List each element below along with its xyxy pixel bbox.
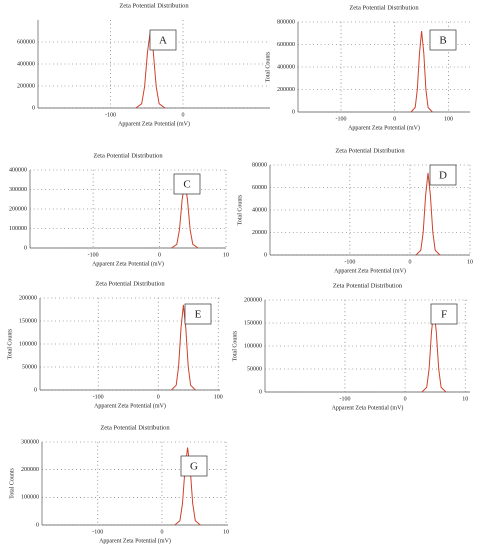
y-tick-label: 0 xyxy=(24,245,27,251)
x-tick-label: 0 xyxy=(160,529,163,535)
annotation: C xyxy=(183,179,190,191)
peak-line xyxy=(415,172,441,256)
annotation: B xyxy=(439,35,446,47)
y-axis-label: Total Counts xyxy=(237,194,243,225)
panel: Zeta Potential Distribution 0 100000 200000… xyxy=(9,424,229,544)
chart-title: Zeta Potential Distribution xyxy=(335,147,405,154)
x-tick-label: 10 xyxy=(223,529,229,535)
chart-title: Zeta Potential Distribution xyxy=(100,424,170,431)
x-tick-label: 100 xyxy=(444,116,453,122)
x-tick-label: 0 xyxy=(404,396,407,402)
x-tick-label: 0 xyxy=(408,259,411,265)
x-tick-label: -100 xyxy=(88,252,99,258)
y-tick-label: 60000 xyxy=(252,185,267,191)
annotation-box xyxy=(429,164,457,186)
annotation: G xyxy=(190,461,198,473)
annotation-box xyxy=(149,29,177,51)
annotation-box xyxy=(180,455,208,477)
y-tick-label: 400000 xyxy=(9,167,27,173)
x-axis-label: Apparent Zeta Potential (mV) xyxy=(348,124,420,131)
y-tick-label: 300000 xyxy=(9,187,27,193)
chart-title: Zeta Potential Distribution xyxy=(119,2,189,9)
x-axis-label: Apparent Zeta Potential (mV) xyxy=(92,260,164,267)
y-axis-label: Total Counts xyxy=(232,330,238,361)
x-axis-label: Apparent Zeta Potential (mV) xyxy=(118,120,190,127)
y-tick-label: 200000 xyxy=(19,295,37,301)
panel: Zeta Potential Distribution 0 200000 400000… xyxy=(265,4,470,131)
y-tick-label: 0 xyxy=(292,109,295,115)
y-tick-label: 200000 xyxy=(21,467,39,473)
y-tick-label: 50000 xyxy=(247,366,262,372)
x-tick-label: 0 xyxy=(157,394,160,400)
y-tick-label: 600000 xyxy=(277,42,295,48)
peak-line xyxy=(174,447,201,526)
y-tick-label: 800000 xyxy=(277,19,295,25)
annotation: E xyxy=(195,309,202,321)
y-tick-label: 100000 xyxy=(9,226,27,232)
panel: Zeta Potential Distribution 0 50000 100000 1… xyxy=(7,280,222,409)
y-tick-label: 600000 xyxy=(17,39,35,45)
panel: Zeta Potential Distribution 0 50000 100000 1… xyxy=(232,282,470,411)
x-axis-label: Apparent Zeta Potential (mV) xyxy=(334,267,406,274)
y-tick-label: 0 xyxy=(32,105,35,111)
x-tick-label: 0 xyxy=(182,112,185,118)
peak-line xyxy=(171,304,196,391)
y-tick-label: 100000 xyxy=(21,495,39,501)
panel: Zeta Potential Distribution 0 20000 40000 60… xyxy=(237,147,473,274)
y-tick-label: 0 xyxy=(259,389,262,395)
x-tick-label: 10 xyxy=(467,259,473,265)
y-tick-label: 400000 xyxy=(17,61,35,67)
x-tick-label: -100 xyxy=(339,396,350,402)
x-tick-label: 100 xyxy=(214,394,223,400)
y-tick-label: 150000 xyxy=(244,320,262,326)
y-axis-label: Total Counts xyxy=(7,328,13,359)
chart-title: Zeta Potential Distribution xyxy=(93,152,163,159)
chart-title: Zeta Potential Distribution xyxy=(349,4,419,11)
x-tick-label: 10 xyxy=(462,396,468,402)
panel: Zeta Potential Distribution 0 200000 400000… xyxy=(17,2,270,127)
y-tick-label: 200000 xyxy=(277,87,295,93)
y-tick-label: 0 xyxy=(36,522,39,528)
annotation: A xyxy=(159,35,167,47)
x-axis-label: Apparent Zeta Potential (mV) xyxy=(94,402,166,409)
y-tick-label: 100000 xyxy=(19,341,37,347)
x-axis-label: Apparent Zeta Potential (mV) xyxy=(99,537,171,544)
annotation-box xyxy=(430,303,458,325)
chart-title: Zeta Potential Distribution xyxy=(95,280,165,287)
y-tick-label: 0 xyxy=(34,387,37,393)
y-axis-label: Total Counts xyxy=(9,467,15,498)
y-tick-label: 400000 xyxy=(277,64,295,70)
annotation: D xyxy=(439,170,447,182)
x-axis-label: Apparent Zeta Potential (mV) xyxy=(332,404,404,411)
y-tick-label: 20000 xyxy=(252,230,267,236)
x-tick-label: -100 xyxy=(92,529,103,535)
x-tick-label: 10 xyxy=(223,252,229,258)
y-tick-label: 50000 xyxy=(22,364,37,370)
annotation-box xyxy=(173,173,201,195)
annotation-box xyxy=(429,29,457,51)
y-tick-label: 200000 xyxy=(244,297,262,303)
x-tick-label: -100 xyxy=(105,112,116,118)
y-tick-label: 300000 xyxy=(21,439,39,445)
x-tick-label: 0 xyxy=(158,252,161,258)
y-tick-label: 80000 xyxy=(252,162,267,168)
y-tick-label: 150000 xyxy=(19,318,37,324)
x-tick-label: -100 xyxy=(93,394,104,400)
x-tick-label: -100 xyxy=(336,116,347,122)
panel: Zeta Potential Distribution 0 100000 200000… xyxy=(9,152,229,267)
y-tick-label: 200000 xyxy=(17,83,35,89)
peak-line xyxy=(410,30,433,113)
y-tick-label: 0 xyxy=(264,252,267,258)
y-tick-label: 100000 xyxy=(244,343,262,349)
y-tick-label: 200000 xyxy=(9,206,27,212)
chart-title: Zeta Potential Distribution xyxy=(333,282,403,289)
annotation-box xyxy=(184,303,212,325)
x-tick-label: -100 xyxy=(344,259,355,265)
x-tick-label: 0 xyxy=(393,116,396,122)
y-tick-label: 40000 xyxy=(252,207,267,213)
y-axis-label: Total Counts xyxy=(265,51,271,82)
annotation: F xyxy=(441,309,447,321)
